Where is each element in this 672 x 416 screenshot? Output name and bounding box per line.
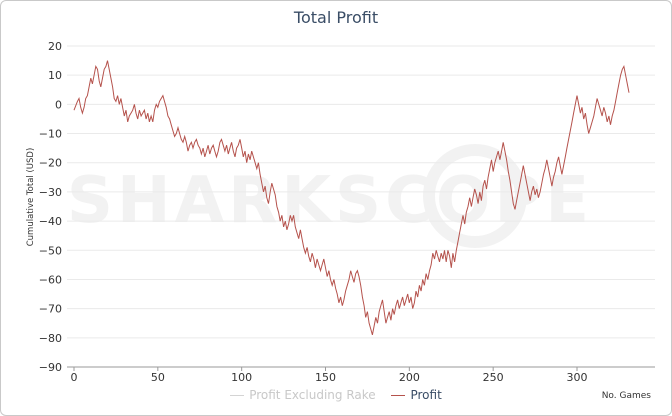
legend-label-profit: Profit	[410, 388, 442, 402]
y-tick-label: −70	[39, 303, 62, 316]
x-tick-label: 300	[567, 371, 588, 384]
watermark-scope-icon	[423, 144, 527, 248]
x-tick-label: 100	[231, 371, 252, 384]
x-tick-label: 150	[315, 371, 336, 384]
y-tick-label: −10	[39, 128, 62, 141]
legend-item-profit[interactable]: Profit	[391, 388, 442, 402]
legend-item-profit-excluding-rake[interactable]: Profit Excluding Rake	[230, 388, 376, 402]
y-tick-label: −20	[39, 157, 62, 170]
y-tick-label: −90	[39, 361, 62, 374]
x-tick-label: 50	[151, 371, 165, 384]
y-tick-label: −50	[39, 244, 62, 257]
profit-series-line	[73, 60, 630, 336]
y-tick-label: 10	[48, 69, 62, 82]
y-tick-label: 20	[48, 40, 62, 53]
x-axis-label: No. Games	[602, 391, 652, 401]
legend-label-profit-excluding-rake: Profit Excluding Rake	[249, 388, 376, 402]
y-tick-label: −30	[39, 186, 62, 199]
y-tick-label: −60	[39, 273, 62, 286]
x-tick-label: 200	[399, 371, 420, 384]
x-tick-label: 0	[71, 371, 78, 384]
x-tick-label: 250	[483, 371, 504, 384]
y-tick-label: −80	[39, 332, 62, 345]
legend-swatch-profit	[391, 395, 406, 396]
chart-title: Total Profit	[293, 8, 379, 27]
legend: Profit Excluding Rake Profit	[0, 388, 672, 402]
y-tick-label: −40	[39, 215, 62, 228]
sharkscope-watermark: SHARKSCOPE	[67, 144, 589, 248]
y-axis-label: Cumulative Total (USD)	[26, 148, 36, 247]
x-axis: 0 50 100 150 200 250 300	[71, 367, 588, 384]
legend-swatch-profit-excluding-rake	[230, 395, 245, 396]
y-axis: 20 10 0 −10 −20 −30 −40 −50 −60 −70 −80 −90	[39, 40, 62, 374]
y-tick-label: 0	[55, 98, 62, 111]
